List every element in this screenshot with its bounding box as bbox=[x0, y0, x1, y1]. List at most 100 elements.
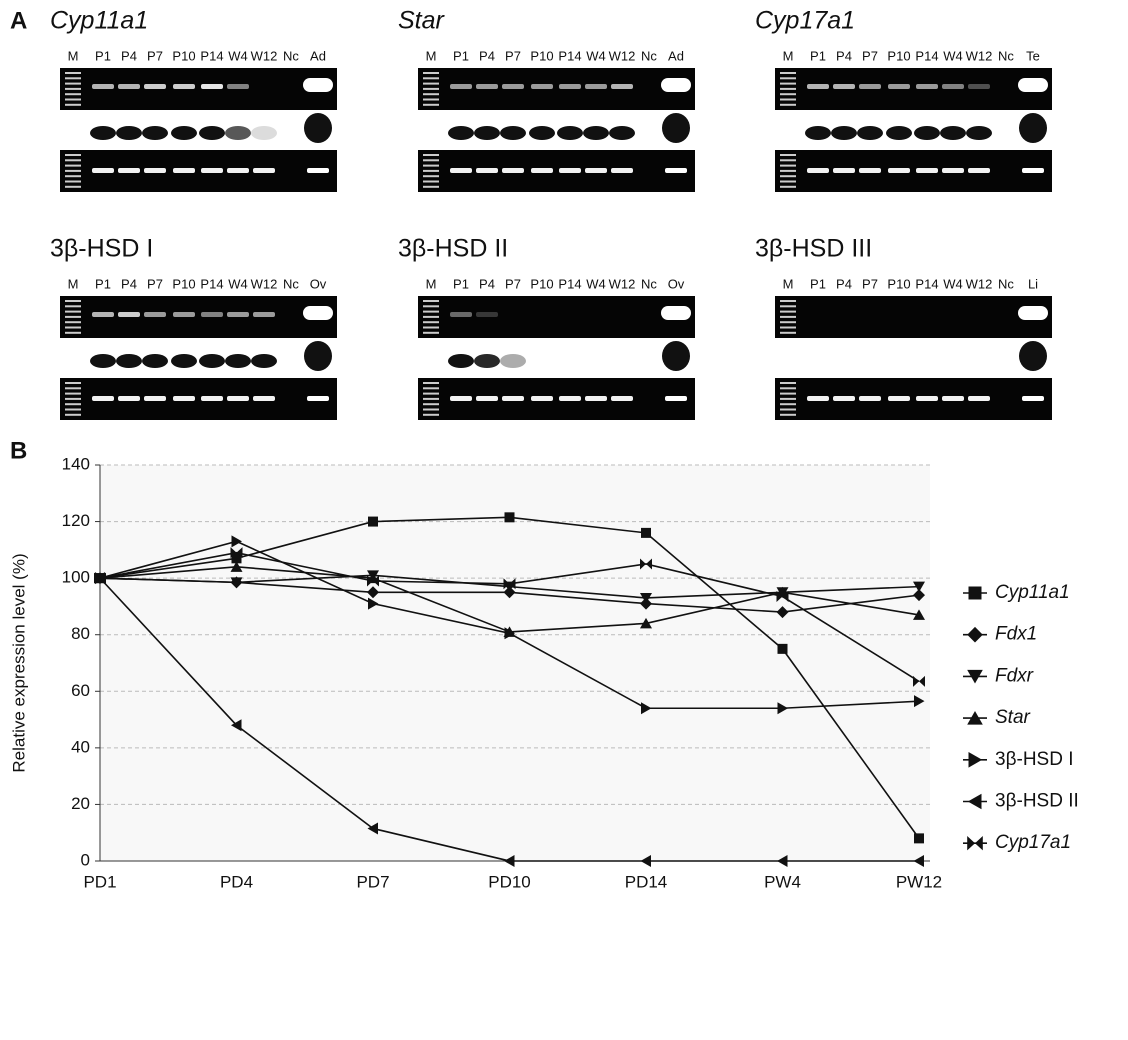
ladder-band bbox=[780, 321, 796, 323]
band bbox=[661, 306, 691, 320]
band bbox=[171, 126, 197, 140]
band bbox=[968, 84, 990, 89]
ladder-band bbox=[65, 104, 81, 106]
panel-label: A bbox=[10, 7, 27, 34]
ladder-band bbox=[65, 83, 81, 85]
lane-label: P4 bbox=[836, 48, 852, 63]
band bbox=[916, 396, 938, 401]
ladder-band bbox=[65, 316, 81, 318]
ladder-band bbox=[423, 181, 439, 183]
ladder-band bbox=[65, 77, 81, 79]
band bbox=[307, 168, 329, 173]
ladder-band bbox=[780, 305, 796, 307]
band bbox=[303, 306, 333, 320]
y-tick-label: 20 bbox=[71, 794, 90, 813]
ladder-band bbox=[65, 154, 81, 156]
ladder-band bbox=[780, 403, 796, 405]
y-axis-label: Relative expression level (%) bbox=[9, 553, 28, 772]
ladder-band bbox=[65, 311, 81, 313]
band bbox=[474, 126, 500, 140]
band bbox=[199, 354, 225, 368]
lane-label: M bbox=[68, 48, 79, 63]
band bbox=[1022, 168, 1044, 173]
ladder-band bbox=[423, 88, 439, 90]
lane-label: P1 bbox=[453, 276, 469, 291]
band bbox=[942, 84, 964, 89]
ladder-band bbox=[423, 72, 439, 74]
band bbox=[859, 168, 881, 173]
band bbox=[1018, 306, 1048, 320]
band bbox=[611, 396, 633, 401]
band bbox=[559, 396, 581, 401]
y-tick-label: 140 bbox=[62, 454, 90, 473]
band bbox=[227, 168, 249, 173]
band bbox=[303, 78, 333, 92]
panel-label: B bbox=[10, 437, 27, 464]
band bbox=[118, 396, 140, 401]
band bbox=[859, 84, 881, 89]
ladder-band bbox=[65, 72, 81, 74]
ladder-band bbox=[423, 83, 439, 85]
y-tick-label: 100 bbox=[62, 568, 90, 587]
band bbox=[968, 396, 990, 401]
marker bbox=[641, 528, 651, 538]
ladder-band bbox=[780, 311, 796, 313]
lane-label: P4 bbox=[479, 276, 495, 291]
band bbox=[304, 341, 332, 371]
band bbox=[251, 354, 277, 368]
band bbox=[661, 78, 691, 92]
ladder-band bbox=[65, 93, 81, 95]
band bbox=[116, 354, 142, 368]
ladder-band bbox=[423, 305, 439, 307]
lane-label: W4 bbox=[586, 276, 606, 291]
lane-label: P7 bbox=[147, 48, 163, 63]
band bbox=[450, 84, 472, 89]
band bbox=[916, 168, 938, 173]
lane-label: P1 bbox=[95, 48, 111, 63]
marker bbox=[505, 512, 515, 522]
legend-marker bbox=[968, 794, 982, 810]
lane-label: Nc bbox=[283, 48, 299, 63]
ladder-band bbox=[65, 99, 81, 101]
ladder-band bbox=[423, 170, 439, 172]
band bbox=[476, 168, 498, 173]
x-tick-label: PD7 bbox=[356, 872, 389, 891]
ladder-band bbox=[65, 186, 81, 188]
band bbox=[476, 312, 498, 317]
lane-label: Nc bbox=[998, 276, 1014, 291]
band bbox=[201, 312, 223, 317]
lane-label: P14 bbox=[915, 48, 938, 63]
lane-label: M bbox=[68, 276, 79, 291]
band bbox=[502, 168, 524, 173]
band bbox=[144, 84, 166, 89]
ladder-band bbox=[423, 393, 439, 395]
ladder-band bbox=[423, 93, 439, 95]
ladder-band bbox=[65, 403, 81, 405]
band bbox=[251, 126, 277, 140]
lane-label: Ad bbox=[310, 48, 326, 63]
band bbox=[227, 312, 249, 317]
figure: A B Relative expression level (%) Cyp11a… bbox=[0, 0, 1128, 1040]
band bbox=[559, 168, 581, 173]
legend-marker bbox=[967, 627, 983, 643]
band bbox=[253, 312, 275, 317]
band bbox=[807, 396, 829, 401]
band bbox=[1018, 78, 1048, 92]
band bbox=[500, 126, 526, 140]
legend-label: Fdx1 bbox=[995, 624, 1037, 645]
lane-label: P7 bbox=[505, 48, 521, 63]
lane-label: P10 bbox=[172, 276, 195, 291]
band bbox=[807, 168, 829, 173]
lane-label: W4 bbox=[943, 276, 963, 291]
ladder-band bbox=[780, 77, 796, 79]
band bbox=[253, 396, 275, 401]
ladder-band bbox=[780, 159, 796, 161]
legend-label: 3β-HSD I bbox=[995, 749, 1074, 770]
ladder-band bbox=[65, 332, 81, 334]
band bbox=[476, 396, 498, 401]
legend-marker bbox=[969, 752, 983, 768]
band bbox=[585, 168, 607, 173]
ladder-band bbox=[65, 414, 81, 416]
legend-label: Fdxr bbox=[995, 665, 1034, 686]
ladder-band bbox=[780, 104, 796, 106]
